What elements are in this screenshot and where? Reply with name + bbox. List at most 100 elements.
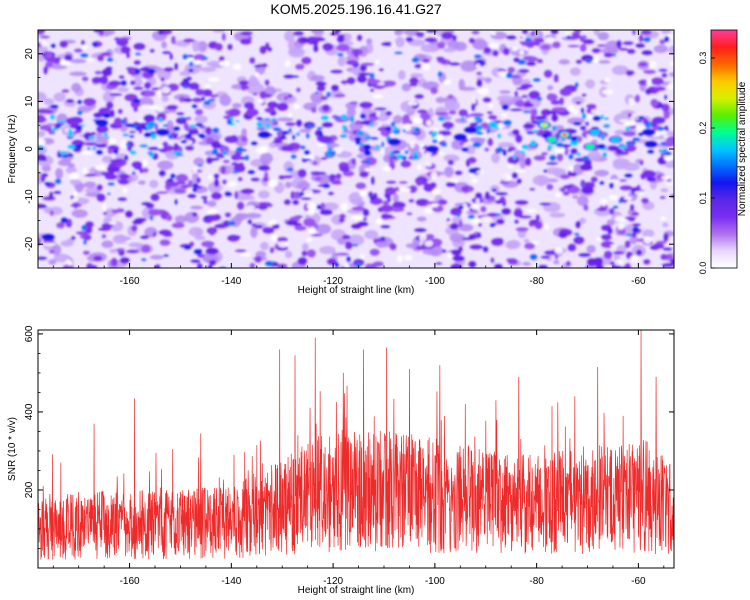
heatmap-cell bbox=[296, 181, 311, 190]
heatmap-cell bbox=[389, 243, 397, 251]
heatmap-cell bbox=[597, 143, 606, 149]
heatmap-hotspot bbox=[547, 137, 557, 142]
heatmap-cell bbox=[117, 86, 129, 93]
heatmap-cell bbox=[147, 151, 154, 155]
heatmap-cell bbox=[344, 241, 353, 250]
heatmap-cell bbox=[568, 153, 574, 160]
heatmap-cell bbox=[187, 180, 193, 186]
heatmap-cell bbox=[370, 88, 375, 92]
heatmap-cell bbox=[272, 140, 283, 144]
heatmap-cell bbox=[334, 116, 341, 119]
heatmap-y-label: Frequency (Hz) bbox=[7, 115, 18, 184]
heatmap-cell bbox=[364, 263, 374, 268]
heatmap-cell bbox=[118, 75, 125, 80]
heatmap-cell bbox=[192, 212, 198, 217]
heatmap-cell bbox=[327, 191, 335, 196]
heatmap-cell bbox=[291, 75, 300, 78]
heatmap-cell bbox=[472, 39, 489, 51]
heatmap-cell bbox=[454, 170, 463, 176]
heatmap-cell bbox=[627, 112, 632, 118]
heatmap-cell bbox=[521, 94, 529, 99]
heatmap-field bbox=[38, 30, 674, 268]
heatmap-cell bbox=[624, 262, 632, 268]
heatmap-cell bbox=[352, 243, 359, 247]
heatmap-cell bbox=[173, 181, 186, 185]
heatmap-cell bbox=[201, 240, 215, 248]
heatmap-cell bbox=[219, 60, 231, 67]
heatmap-cell bbox=[85, 225, 93, 234]
heatmap-cell bbox=[311, 36, 326, 42]
heatmap-cell bbox=[41, 164, 52, 172]
heatmap-cell bbox=[450, 263, 463, 268]
heatmap-cell bbox=[119, 256, 131, 264]
snr-y-tick-label: 200 bbox=[24, 481, 35, 498]
heatmap-cell bbox=[319, 131, 323, 138]
snr-x-tick-label: -160 bbox=[120, 576, 140, 587]
heatmap-cell bbox=[126, 142, 131, 147]
heatmap-cell bbox=[119, 140, 129, 149]
heatmap-cell bbox=[484, 147, 490, 152]
heatmap-cell bbox=[575, 152, 582, 157]
heatmap-cell bbox=[306, 249, 316, 258]
heatmap-cell bbox=[337, 55, 346, 67]
heatmap-cell bbox=[316, 84, 326, 92]
heatmap-cell bbox=[447, 94, 454, 99]
heatmap-cell bbox=[72, 191, 78, 197]
heatmap-cell bbox=[525, 209, 537, 213]
heatmap-cell bbox=[618, 179, 628, 182]
heatmap-cell bbox=[352, 258, 365, 267]
heatmap-cell bbox=[375, 59, 380, 65]
heatmap-cell bbox=[192, 183, 199, 187]
heatmap-cell bbox=[195, 228, 204, 237]
heatmap-cell bbox=[653, 86, 666, 92]
heatmap-cell bbox=[114, 149, 119, 155]
heatmap-cell bbox=[487, 137, 494, 147]
heatmap-cell bbox=[574, 82, 579, 88]
heatmap-cell bbox=[245, 212, 262, 219]
heatmap-cell bbox=[662, 148, 668, 154]
heatmap-cell bbox=[107, 182, 115, 186]
heatmap-cell bbox=[157, 145, 164, 149]
heatmap-cell bbox=[410, 73, 424, 79]
heatmap-cell bbox=[466, 210, 480, 215]
snr-y-label: SNR (10 * v/v) bbox=[7, 417, 18, 481]
heatmap-cell bbox=[196, 262, 203, 268]
heatmap-cell bbox=[247, 169, 256, 175]
heatmap-cell bbox=[532, 129, 539, 133]
heatmap-cell bbox=[583, 204, 589, 212]
heatmap-cell bbox=[80, 124, 86, 127]
heatmap-cell bbox=[394, 30, 403, 36]
heatmap-cell bbox=[240, 31, 253, 36]
heatmap-cell bbox=[539, 202, 551, 206]
heatmap-cell bbox=[226, 181, 238, 188]
heatmap-cell bbox=[354, 137, 362, 142]
heatmap-cell bbox=[303, 189, 314, 197]
heatmap-cell bbox=[300, 197, 312, 201]
heatmap-cell bbox=[40, 40, 48, 47]
heatmap-cell bbox=[174, 198, 178, 206]
heatmap-cell bbox=[206, 208, 219, 215]
heatmap-cell bbox=[635, 43, 646, 49]
heatmap-cell bbox=[270, 234, 278, 242]
heatmap-cell bbox=[297, 168, 307, 178]
heatmap-cell bbox=[364, 167, 372, 172]
heatmap-cell bbox=[468, 167, 478, 174]
heatmap-cell bbox=[234, 249, 247, 253]
heatmap-cell bbox=[350, 198, 362, 205]
heatmap-cell bbox=[617, 223, 625, 230]
heatmap-cell bbox=[69, 178, 81, 186]
heatmap-cell bbox=[632, 232, 637, 238]
heatmap-cell bbox=[129, 150, 137, 156]
heatmap-cell bbox=[226, 192, 233, 197]
heatmap-cell bbox=[53, 253, 71, 263]
heatmap-cell bbox=[586, 244, 596, 254]
heatmap-cell bbox=[396, 154, 404, 160]
heatmap-cell bbox=[192, 167, 198, 174]
heatmap-cell bbox=[625, 141, 633, 145]
heatmap-cell bbox=[64, 54, 72, 61]
heatmap-cell bbox=[150, 132, 157, 140]
heatmap-cell bbox=[308, 226, 316, 235]
heatmap-cell bbox=[94, 70, 103, 75]
heatmap-cell bbox=[162, 124, 168, 127]
heatmap-cell bbox=[373, 238, 378, 244]
